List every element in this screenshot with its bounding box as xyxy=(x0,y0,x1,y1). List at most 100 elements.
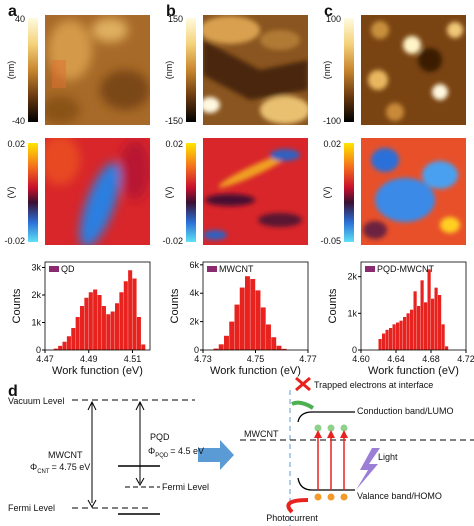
legend-swatch xyxy=(365,266,375,272)
histogram-bar xyxy=(80,306,85,350)
y-tick-label: 0 xyxy=(194,345,199,355)
histogram-bar xyxy=(128,270,133,350)
colorbar xyxy=(186,143,196,242)
y-tick-label: 2k xyxy=(189,317,199,327)
histogram-bar xyxy=(62,341,67,350)
potential-map xyxy=(45,138,150,245)
x-axis-title: Work function (eV) xyxy=(52,365,143,377)
colorbar xyxy=(344,18,354,122)
histogram-bar xyxy=(224,335,229,350)
legend-swatch xyxy=(49,266,59,272)
legend-label: PQD-MWCNT xyxy=(377,264,434,274)
histogram-bar xyxy=(136,317,141,350)
material-label: MWCNT xyxy=(244,429,279,439)
colorbar-unit: (V) xyxy=(6,187,16,199)
colorbar-tick-label: -0.02 xyxy=(162,236,183,246)
x-tick-label: 4.75 xyxy=(247,354,265,364)
histogram-bar xyxy=(438,295,442,350)
y-tick-label: 4k xyxy=(189,288,199,298)
annotation: Trapped electrons at interface xyxy=(314,380,433,390)
histogram-bar xyxy=(58,345,63,350)
histogram-bar xyxy=(88,292,93,350)
histogram-bar xyxy=(424,302,428,350)
phi-value: = 4.75 eV xyxy=(52,462,91,472)
colorbar xyxy=(186,18,196,122)
level-label: Fermi Level xyxy=(162,482,209,492)
histogram-bar xyxy=(229,321,235,350)
material-label: PQD xyxy=(150,432,170,442)
histogram-bar xyxy=(417,306,421,350)
colorbar-tick-label: -0.05 xyxy=(320,236,341,246)
x-axis-title: Work function (eV) xyxy=(368,365,459,377)
colorbar-tick-label: 100 xyxy=(326,14,341,24)
height-map xyxy=(361,15,466,125)
histogram-bar xyxy=(115,303,120,350)
histogram-bar xyxy=(281,348,287,350)
annotation: Light xyxy=(378,452,398,462)
histogram-bar xyxy=(84,297,89,350)
histogram-bar xyxy=(413,291,417,350)
histogram-bar xyxy=(239,287,245,350)
band-label: Conduction band/LUMO xyxy=(357,406,454,416)
histogram-bar xyxy=(271,337,277,350)
histogram-bar xyxy=(396,322,400,350)
histogram-bar xyxy=(276,345,282,350)
y-axis-title: Counts xyxy=(327,288,339,323)
histogram-bar xyxy=(445,346,449,350)
interface-diagram xyxy=(240,376,474,526)
colorbar-tick-label: 0.02 xyxy=(323,139,341,149)
level-label: Vacuum Level xyxy=(8,396,64,406)
colorbar xyxy=(344,143,354,242)
histogram-bar xyxy=(119,292,124,350)
phi-value: = 4.5 eV xyxy=(170,446,204,456)
colorbar-unit: (V) xyxy=(164,187,174,199)
histogram-bar xyxy=(132,278,137,350)
potential-map xyxy=(203,138,308,245)
histogram-bar xyxy=(141,344,146,350)
histogram-bar xyxy=(101,306,106,350)
histogram-bar xyxy=(106,314,111,350)
histogram-bar xyxy=(71,328,76,350)
energy-diagram xyxy=(72,399,195,515)
colorbar-tick-label: -100 xyxy=(323,116,341,126)
y-tick-label: 2k xyxy=(31,290,41,300)
x-tick-label: 4.60 xyxy=(352,354,370,364)
x-tick-label: 4.64 xyxy=(387,354,405,364)
histogram-bar xyxy=(406,313,410,350)
histogram-bar xyxy=(431,298,435,350)
x-tick-label: 4.73 xyxy=(194,354,212,364)
phi-subscript: PQD xyxy=(155,453,169,459)
annotation: Photocurrent xyxy=(266,513,318,523)
colorbar-unit: (nm) xyxy=(322,61,332,80)
height-map xyxy=(45,15,150,125)
colorbar-unit: (V) xyxy=(322,187,332,199)
colorbar-tick-label: 0.02 xyxy=(7,139,25,149)
panel-label: a xyxy=(8,3,17,20)
colorbar-tick-label: -40 xyxy=(12,116,25,126)
colorbar xyxy=(28,143,38,242)
y-axis-title: Counts xyxy=(169,288,181,323)
phi-symbol: Φ xyxy=(148,446,155,456)
panel-label: b xyxy=(166,3,176,20)
histogram-bar xyxy=(218,344,224,350)
y-tick-label: 0 xyxy=(36,345,41,355)
histogram-bar xyxy=(110,311,115,350)
histogram-bar xyxy=(266,324,271,350)
legend-swatch xyxy=(207,266,217,272)
histogram-bar xyxy=(382,333,386,350)
histogram-bar xyxy=(441,324,445,350)
legend-label: QD xyxy=(61,264,75,274)
histogram-bar xyxy=(410,309,414,350)
histogram-bar xyxy=(97,295,102,350)
histogram-bar xyxy=(66,336,71,350)
colorbar-tick-label: -150 xyxy=(165,116,183,126)
histogram-bar xyxy=(385,329,389,350)
work-function: ΦPQD = 4.5 eV xyxy=(148,446,204,459)
histogram-bar xyxy=(250,279,256,350)
x-tick-label: 4.77 xyxy=(299,354,317,364)
level-label: Fermi Level xyxy=(8,503,55,513)
histogram-bar xyxy=(123,281,128,350)
histogram-bar xyxy=(75,317,80,350)
y-tick-label: 1k xyxy=(31,318,41,328)
